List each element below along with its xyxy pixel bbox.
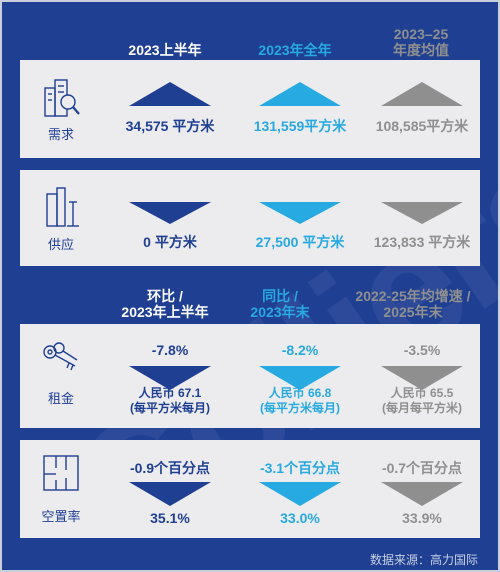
demand-panel: 需求 34,575 平方米 131,559平方米 108,585平方米 [20, 60, 480, 158]
rent-label: 租金 [47, 391, 74, 406]
rent-panel: 租金 -7.8% -8.2% -3.5% 人民币 67.1 (每平方米每月) 人… [20, 324, 480, 428]
rent-change-1: -7.8% [151, 342, 189, 358]
supply-value-2: 27,500 平方米 [255, 234, 345, 250]
demand-up-triangle-1 [129, 82, 211, 106]
header2-col2-line2: 2023年末 [250, 304, 310, 320]
header-col3-line1: 2023–25 [393, 26, 449, 42]
demand-value-3: 108,585平方米 [375, 118, 469, 134]
rent-down-triangle-3 [381, 366, 463, 390]
rent-value-1: 人民币 67.1 (每平方米每月) [105, 386, 235, 416]
rent-value-1-unit: (每平方米每月) [130, 401, 210, 415]
vacancy-change-2: -3.1个百分点 [259, 460, 341, 476]
keys-icon [20, 340, 102, 386]
building-search-icon [20, 76, 102, 122]
vacancy-change-3: -0.7个百分点 [381, 460, 463, 476]
supply-down-triangle-3 [381, 202, 463, 224]
rent-value-2-amount: 人民币 66.8 [268, 386, 332, 400]
rent-value-3-unit: (每月每平方米) [382, 401, 462, 415]
supply-label: 供应 [47, 237, 74, 252]
vacancy-value-3: 33.9% [402, 510, 442, 526]
vacancy-panel: 空置率 -0.9个百分点 -3.1个百分点 -0.7个百分点 35.1% 33.… [20, 440, 480, 538]
rent-down-triangle-1 [129, 366, 211, 390]
vacancy-down-triangle-3 [381, 482, 463, 506]
header2-col1-line2: 2023年上半年 [121, 304, 209, 320]
rent-down-triangle-2 [259, 366, 341, 390]
vacancy-value-2: 33.0% [280, 510, 320, 526]
header2-col1: 环比 / 2023年上半年 [100, 288, 230, 320]
vacancy-down-triangle-2 [259, 482, 341, 506]
vacancy-down-triangle-1 [129, 482, 211, 506]
header2-col3: 2022-25年均增速 / 2025年末 [338, 288, 488, 320]
header-col2: 2023年全年 [258, 42, 332, 58]
rent-value-1-amount: 人民币 67.1 [138, 386, 202, 400]
rent-change-2: -8.2% [281, 342, 319, 358]
rent-value-3: 人民币 65.5 (每月每平方米) [357, 386, 487, 416]
header-col3-line2: 年度均值 [393, 42, 449, 58]
demand-up-triangle-3 [381, 82, 463, 106]
vacancy-label: 空置率 [41, 509, 81, 524]
header2-col3-line2: 2025年末 [383, 304, 443, 320]
demand-value-1: 34,575 平方米 [125, 118, 215, 134]
supply-value-3: 123,833 平方米 [373, 234, 471, 250]
vacancy-value-1: 35.1% [150, 510, 190, 526]
source-note: 数据来源：高力国际 [369, 553, 478, 567]
header2-col2: 同比 / 2023年末 [215, 288, 345, 320]
header2-col1-line1: 环比 / [147, 288, 183, 304]
supply-panel: 供应 0 平方米 27,500 平方米 123,833 平方米 [20, 170, 480, 266]
vacancy-change-1: -0.9个百分点 [129, 460, 211, 476]
demand-label: 需求 [47, 127, 74, 142]
demand-value-2: 131,559平方米 [253, 118, 347, 134]
rent-value-3-amount: 人民币 65.5 [390, 386, 454, 400]
rent-value-2-unit: (每平方米每月) [260, 401, 340, 415]
supply-down-triangle-1 [129, 202, 211, 224]
supply-down-triangle-2 [259, 202, 341, 224]
header-col3: 2023–25 年度均值 [356, 26, 486, 58]
floor-plan-icon [20, 454, 102, 500]
supply-value-1: 0 平方米 [143, 234, 197, 250]
header2-col2-line1: 同比 / [262, 288, 298, 304]
rent-value-2: 人民币 66.8 (每平方米每月) [235, 386, 365, 416]
header2-col3-line1: 2022-25年均增速 / [355, 288, 471, 304]
rent-change-3: -3.5% [403, 342, 441, 358]
header-col1: 2023上半年 [128, 42, 202, 58]
demand-up-triangle-2 [259, 82, 341, 106]
building-icon [20, 184, 102, 230]
